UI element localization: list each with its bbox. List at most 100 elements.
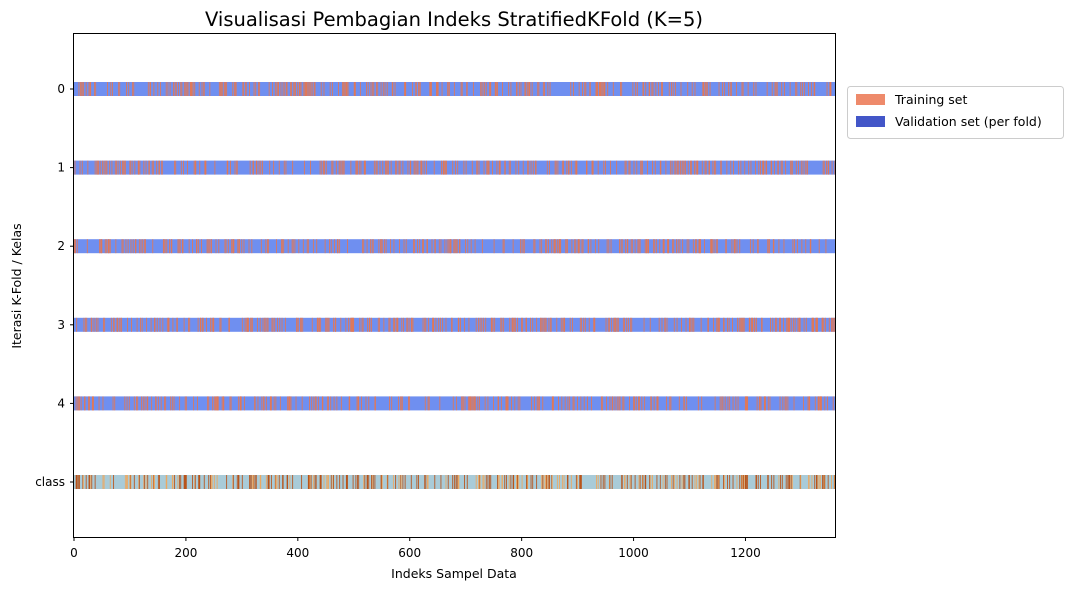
fold-strip-4: [74, 396, 835, 411]
validation-index-mark: [534, 239, 536, 254]
validation-index-mark: [150, 317, 152, 332]
class-mark: [483, 475, 485, 489]
validation-index-mark: [800, 160, 802, 175]
class-mark: [596, 475, 597, 489]
validation-index-mark: [258, 160, 260, 175]
class-mark: [513, 475, 515, 489]
validation-index-mark: [745, 396, 747, 411]
class-mark: [767, 475, 769, 489]
class-mark: [424, 475, 426, 489]
validation-index-mark: [226, 160, 228, 175]
validation-index-mark: [514, 396, 516, 411]
fold-strip-0: [74, 82, 835, 96]
validation-index-mark: [491, 160, 493, 175]
validation-index-mark: [363, 160, 365, 175]
validation-index-mark: [239, 239, 240, 254]
validation-index-mark: [154, 317, 156, 332]
class-mark: [183, 475, 185, 489]
validation-index-mark: [268, 239, 270, 254]
class-mark: [688, 475, 690, 489]
class-mark: [456, 475, 458, 489]
validation-index-mark: [208, 239, 210, 254]
validation-index-mark: [795, 160, 797, 175]
validation-index-mark: [179, 239, 181, 254]
validation-index-mark: [726, 160, 728, 175]
validation-index-mark: [801, 239, 803, 254]
class-mark: [498, 475, 500, 489]
class-strip: [74, 475, 836, 489]
validation-index-mark: [387, 160, 389, 175]
validation-index-mark: [812, 317, 814, 332]
validation-index-mark: [241, 317, 243, 332]
validation-index-mark: [629, 396, 630, 411]
validation-index-mark: [171, 239, 173, 254]
validation-index-mark: [622, 317, 624, 332]
validation-index-mark: [571, 239, 573, 254]
validation-index-mark: [101, 160, 103, 175]
validation-index-mark: [748, 160, 750, 175]
validation-index-mark: [267, 239, 268, 254]
class-mark: [166, 475, 168, 489]
validation-index-mark: [206, 317, 207, 332]
validation-index-mark: [267, 317, 269, 332]
validation-index-mark: [209, 82, 211, 96]
validation-index-mark: [611, 317, 613, 332]
validation-index-mark: [570, 160, 572, 175]
validation-index-mark: [368, 317, 370, 332]
validation-index-mark: [743, 317, 745, 332]
validation-index-mark: [704, 239, 705, 254]
class-mark: [718, 475, 719, 489]
validation-index-mark: [325, 317, 327, 332]
validation-index-mark: [612, 396, 614, 411]
validation-index-mark: [203, 82, 205, 96]
validation-index-mark: [570, 82, 572, 96]
validation-index-mark: [375, 160, 377, 175]
x-tick-label: 0: [70, 546, 78, 560]
class-mark: [434, 475, 436, 489]
validation-index-mark: [341, 160, 343, 175]
validation-index-mark: [147, 82, 149, 96]
class-mark: [502, 475, 503, 489]
class-mark: [342, 475, 344, 489]
validation-index-mark: [282, 239, 284, 254]
validation-index-mark: [424, 317, 426, 332]
class-mark: [659, 475, 661, 489]
validation-index-mark: [800, 82, 802, 96]
validation-index-mark: [795, 82, 797, 96]
validation-index-mark: [397, 317, 399, 332]
validation-index-mark: [730, 82, 732, 96]
validation-index-mark: [817, 317, 818, 332]
validation-index-mark: [140, 239, 142, 254]
validation-index-mark: [574, 239, 576, 254]
class-mark: [541, 475, 543, 489]
validation-index-mark: [673, 239, 675, 254]
validation-index-mark: [703, 82, 705, 96]
validation-index-mark: [88, 82, 90, 96]
validation-index-mark: [546, 160, 548, 175]
validation-index-mark: [829, 82, 831, 96]
validation-index-mark: [648, 239, 649, 254]
class-mark: [179, 475, 181, 489]
validation-index-mark: [114, 160, 116, 175]
class-mark: [527, 475, 529, 489]
class-mark: [232, 475, 234, 489]
validation-index-mark: [248, 239, 250, 254]
validation-index-mark: [107, 82, 108, 96]
validation-index-mark: [634, 396, 635, 411]
class-mark: [127, 475, 129, 489]
class-mark: [747, 475, 749, 489]
validation-index-mark: [719, 317, 721, 332]
validation-index-mark: [391, 82, 393, 96]
validation-index-mark: [810, 239, 812, 254]
validation-index-mark: [83, 317, 85, 332]
validation-index-mark: [614, 396, 616, 411]
class-mark: [275, 475, 277, 489]
validation-index-mark: [174, 82, 176, 96]
validation-index-mark: [460, 82, 462, 96]
validation-index-mark: [639, 239, 641, 254]
strip-background: [74, 396, 835, 411]
validation-index-mark: [827, 160, 829, 175]
validation-index-mark: [143, 160, 145, 175]
validation-index-mark: [628, 160, 630, 175]
validation-index-mark: [456, 239, 458, 254]
